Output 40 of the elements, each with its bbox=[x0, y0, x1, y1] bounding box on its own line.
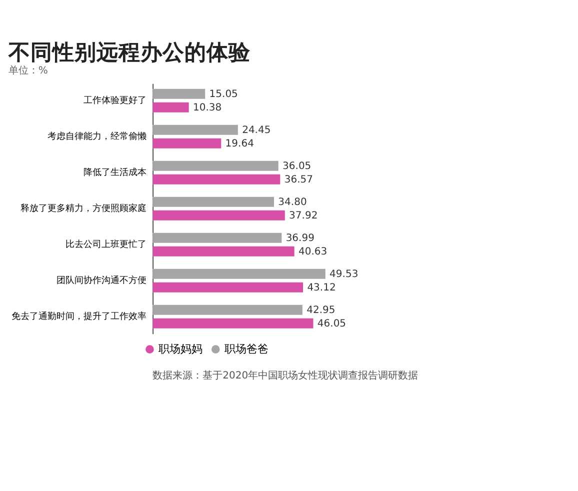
bar bbox=[152, 124, 238, 135]
data-label: 40.63 bbox=[298, 246, 328, 258]
data-label: 36.57 bbox=[284, 174, 313, 186]
bar bbox=[152, 304, 302, 315]
bar bbox=[152, 160, 278, 171]
y-tick-label: 比去公司上班更忙了 bbox=[65, 239, 146, 250]
data-label: 46.05 bbox=[317, 318, 346, 330]
source-note: 数据来源：基于2020年中国职场女性现状调查报告调研数据 bbox=[152, 370, 418, 382]
data-label: 15.05 bbox=[209, 89, 238, 100]
bar bbox=[152, 138, 222, 148]
y-tick-label: 团队间协作沟通不方便 bbox=[56, 275, 146, 286]
y-tick-label: 免去了通勤时间，提升了工作效率 bbox=[11, 311, 146, 322]
data-label: 19.64 bbox=[225, 138, 254, 150]
data-label: 36.05 bbox=[282, 161, 312, 172]
y-tick-label: 考虑自律能力，经常偷懒 bbox=[47, 131, 146, 142]
bar bbox=[152, 246, 294, 256]
y-tick-label: 工作体验更好了 bbox=[83, 95, 146, 106]
data-label: 10.38 bbox=[193, 102, 222, 114]
legend-label: 职场妈妈 bbox=[158, 342, 202, 356]
chart-title: 不同性别远程办公的体验 bbox=[7, 40, 252, 66]
bar bbox=[152, 282, 304, 292]
y-tick-label: 降低了生活成本 bbox=[83, 167, 146, 178]
data-label: 24.45 bbox=[242, 125, 271, 136]
bar bbox=[152, 232, 282, 243]
data-label: 42.95 bbox=[306, 305, 336, 316]
bar bbox=[152, 174, 280, 184]
data-label: 43.12 bbox=[307, 282, 336, 294]
y-tick-label: 释放了更多精力，方便照顾家庭 bbox=[20, 203, 146, 214]
data-label: 37.92 bbox=[289, 210, 318, 222]
bar bbox=[152, 88, 206, 99]
data-label: 34.80 bbox=[278, 197, 307, 208]
data-label: 49.53 bbox=[330, 269, 358, 280]
text: 单位：% bbox=[8, 64, 48, 76]
legend-label: 职场爸爸 bbox=[224, 342, 268, 356]
bar bbox=[152, 196, 274, 207]
bar bbox=[152, 268, 326, 279]
bar bbox=[152, 102, 189, 112]
bar bbox=[152, 318, 314, 328]
data-label: 36.99 bbox=[286, 233, 314, 244]
bar bbox=[152, 210, 285, 220]
